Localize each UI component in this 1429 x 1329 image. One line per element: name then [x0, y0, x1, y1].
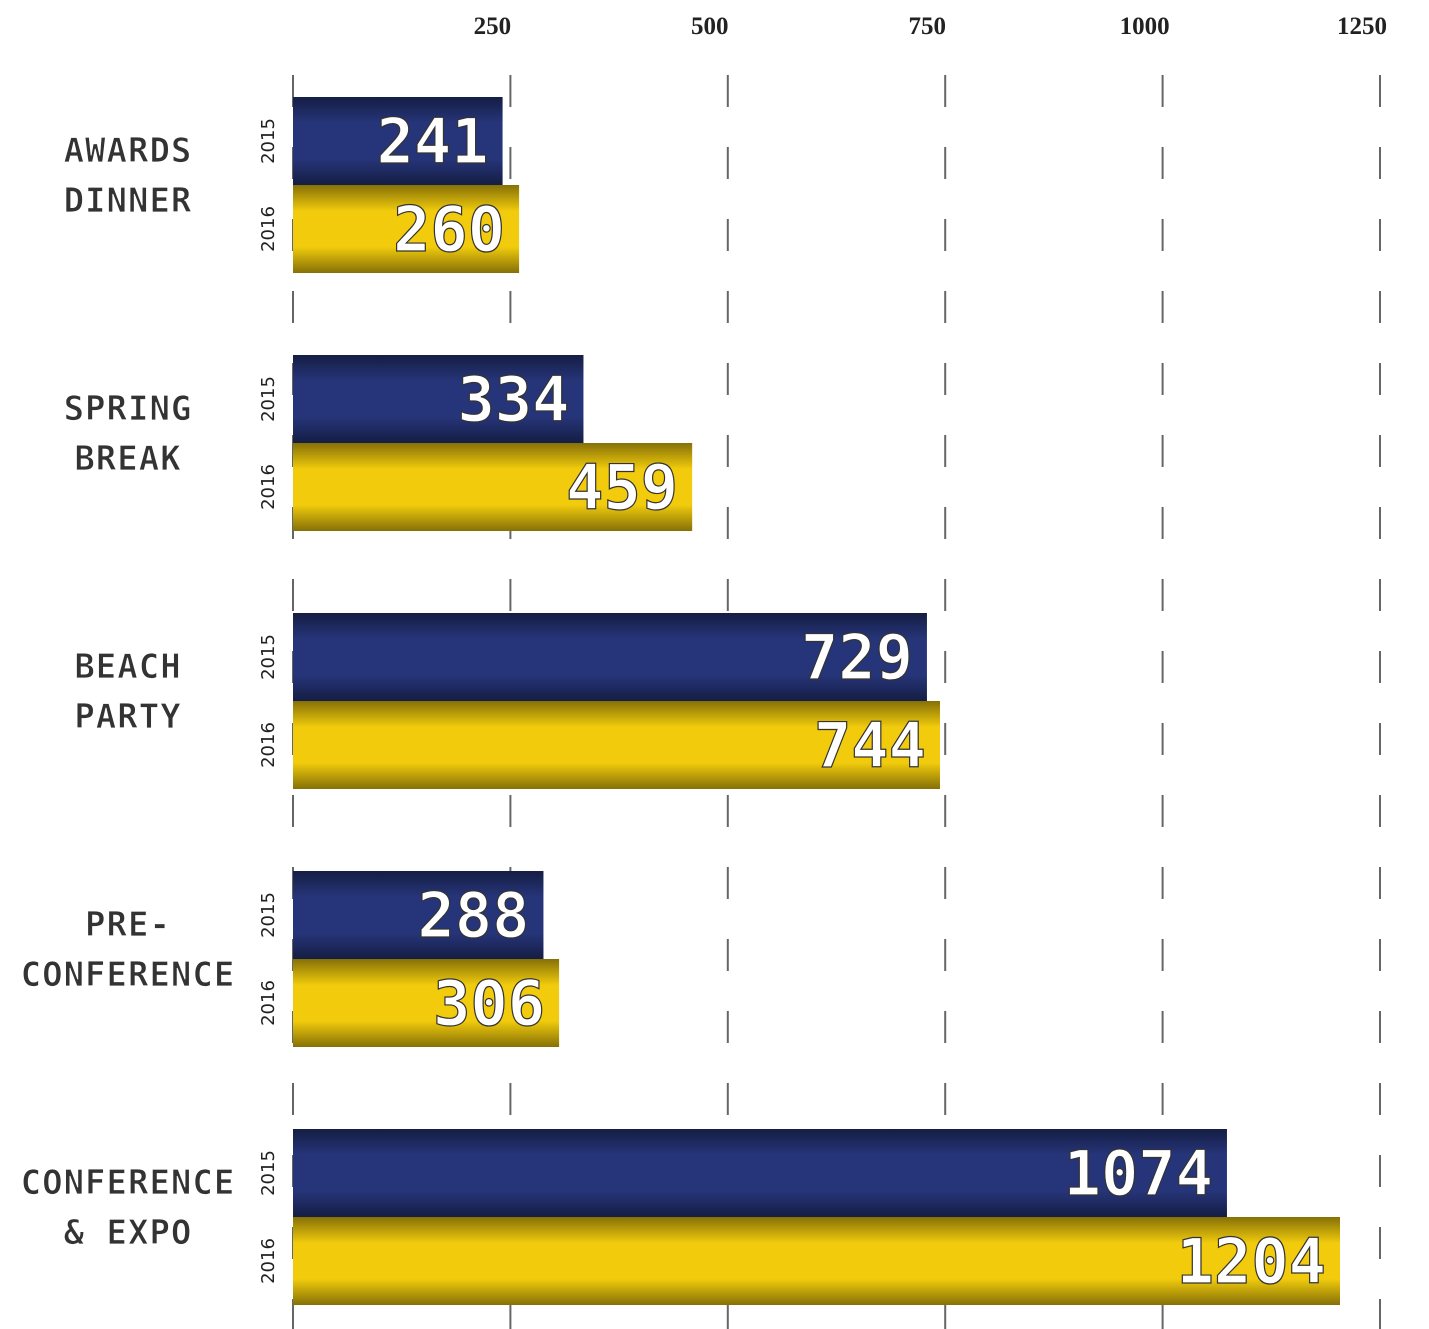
bar-shade [293, 185, 520, 273]
category-label: SPRING BREAK [64, 389, 193, 479]
x-tick-label: 250 [474, 13, 512, 40]
value-label: 306 [433, 967, 545, 1040]
series-label: 2016 [258, 206, 279, 252]
category-line: BEACH [74, 647, 181, 687]
x-tick-label: 500 [691, 13, 729, 40]
series-label: 2016 [258, 722, 279, 768]
category-label: AWARDS DINNER [64, 131, 193, 221]
value-label: 334 [457, 363, 569, 436]
category-label: BEACH PARTY [74, 647, 181, 737]
series-label: 2015 [258, 376, 279, 422]
category-line: PARTY [74, 697, 181, 737]
series-label: 2016 [258, 980, 279, 1026]
series-label: 2015 [258, 634, 279, 680]
category-line: & EXPO [64, 1213, 193, 1253]
category-label: PRE- CONFERENCE [21, 905, 236, 995]
series-label: 2016 [258, 1238, 279, 1284]
value-label: 459 [566, 451, 678, 524]
bar-shade [293, 871, 544, 959]
category-line: PRE- [85, 905, 171, 945]
value-label: 729 [801, 621, 913, 694]
category-line: CONFERENCE [21, 955, 236, 995]
value-label: 260 [393, 193, 505, 266]
category-line: CONFERENCE [21, 1163, 236, 1203]
category-line: DINNER [64, 181, 193, 221]
x-tick-label: 750 [908, 13, 946, 40]
series-label: 2015 [258, 118, 279, 164]
x-tick-label: 1250 [1337, 13, 1387, 40]
value-label: 241 [377, 105, 489, 178]
bar-shade [293, 701, 940, 789]
category-line: AWARDS [64, 131, 193, 171]
value-label: 1204 [1177, 1225, 1326, 1298]
series-label: 2016 [258, 464, 279, 510]
bar-shade [293, 613, 927, 701]
series-label: 2015 [258, 892, 279, 938]
category-label: CONFERENCE & EXPO [21, 1163, 236, 1253]
bar-shade [293, 959, 560, 1047]
value-label: 1074 [1064, 1137, 1213, 1210]
bar-shade [293, 355, 584, 443]
bar-shade [293, 443, 693, 531]
value-label: 744 [814, 709, 926, 782]
x-tick-label: 1000 [1120, 13, 1170, 40]
value-label: 288 [417, 879, 529, 952]
bar-shade [293, 97, 503, 185]
bar-shade [293, 1129, 1227, 1217]
bar-shade [293, 1217, 1340, 1305]
category-line: SPRING [64, 389, 193, 429]
series-label: 2015 [258, 1150, 279, 1196]
category-line: BREAK [74, 439, 181, 479]
